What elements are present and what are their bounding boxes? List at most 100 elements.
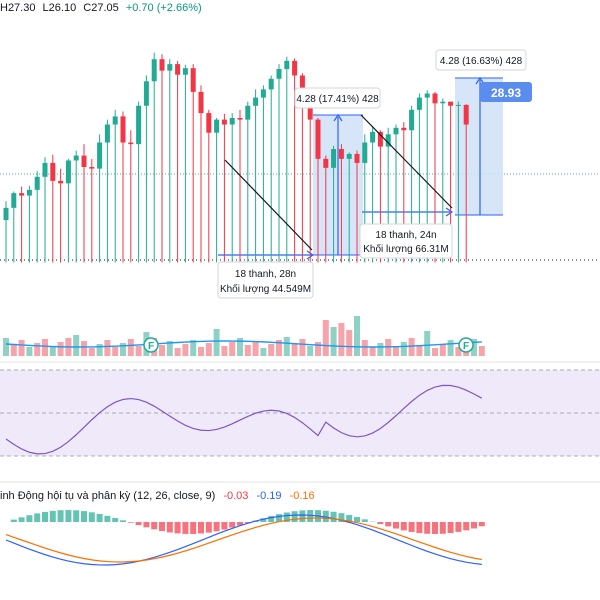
volume-bar	[26, 347, 33, 356]
rsi-pane[interactable]	[0, 361, 600, 457]
macd-hist-bar	[182, 522, 189, 534]
candle-body[interactable]	[385, 134, 391, 147]
candle-body[interactable]	[307, 101, 313, 120]
candle-body[interactable]	[214, 119, 220, 133]
volume-bar	[322, 320, 329, 356]
candle-body[interactable]	[104, 124, 110, 143]
candle-body[interactable]	[120, 116, 126, 143]
candle-body[interactable]	[198, 91, 204, 114]
candle-body[interactable]	[34, 176, 40, 190]
trend-line-1[interactable]	[224, 159, 313, 251]
range-label-2-bars: 18 thanh, 24n	[375, 230, 436, 241]
candle-body[interactable]	[65, 160, 71, 184]
candle-body[interactable]	[315, 119, 321, 159]
macd-hist-bar	[104, 515, 111, 522]
candle-body[interactable]	[229, 118, 235, 125]
candle-body[interactable]	[206, 113, 212, 133]
candle-body[interactable]	[182, 68, 188, 75]
candle-body[interactable]	[190, 68, 196, 92]
volume-bar	[49, 346, 56, 356]
measure-label-2-box	[435, 49, 527, 71]
range-label-1-volume: Khối lượng 44.549M	[220, 283, 311, 295]
candle-body[interactable]	[260, 89, 266, 98]
volume-bar	[229, 342, 236, 356]
macd-hist-bar	[361, 519, 368, 522]
candle-body[interactable]	[440, 101, 446, 104]
financials-badge-label: F	[463, 341, 469, 352]
macd-hist-bar	[213, 522, 220, 532]
financials-badge-icon[interactable]	[458, 337, 474, 353]
candle-body[interactable]	[409, 109, 415, 131]
candle-body[interactable]	[424, 93, 430, 98]
candle-body[interactable]	[73, 155, 79, 161]
volume-bar	[478, 346, 485, 356]
macd-hist-bar	[424, 522, 431, 534]
candle-body[interactable]	[455, 104, 461, 106]
candle-body[interactable]	[89, 167, 95, 169]
volume-bar	[346, 330, 353, 356]
candle-body[interactable]	[253, 97, 259, 106]
low-value: L26.10	[42, 2, 77, 14]
measure-label-1-box	[294, 87, 381, 109]
volume-bar	[330, 327, 337, 356]
candle-body[interactable]	[292, 60, 298, 76]
candle-body[interactable]	[432, 93, 438, 104]
candle-body[interactable]	[377, 131, 383, 147]
candle-body[interactable]	[284, 60, 290, 69]
candle-body[interactable]	[323, 158, 329, 168]
candle-body[interactable]	[128, 142, 134, 145]
candle-body[interactable]	[159, 59, 165, 71]
candle-body[interactable]	[354, 153, 360, 163]
macd-hist-bar	[377, 522, 384, 525]
candle-body[interactable]	[58, 180, 64, 184]
candle-body[interactable]	[97, 142, 103, 169]
volume-bar	[18, 340, 25, 356]
macd-hist-bar	[330, 511, 337, 522]
candle-body[interactable]	[448, 101, 454, 106]
financials-badge-icon[interactable]	[143, 337, 159, 353]
candle-body[interactable]	[362, 142, 368, 163]
candle-body[interactable]	[370, 131, 376, 143]
volume-bar	[205, 343, 212, 356]
candle-body[interactable]	[331, 149, 337, 168]
candle-body[interactable]	[175, 64, 181, 75]
macd-pane[interactable]	[0, 481, 600, 566]
candle-body[interactable]	[50, 162, 56, 181]
candle-body[interactable]	[42, 162, 48, 177]
candle-body[interactable]	[221, 119, 227, 125]
candle-body[interactable]	[26, 189, 32, 196]
volume-bar	[198, 347, 204, 356]
volume-bar	[416, 345, 423, 356]
candle-body[interactable]	[338, 149, 344, 159]
candle-body[interactable]	[276, 69, 282, 79]
candle-body[interactable]	[416, 97, 422, 110]
macd-hist-bar	[120, 520, 126, 522]
candle-body[interactable]	[136, 105, 142, 145]
macd-hist-bar	[159, 522, 165, 532]
price-pane[interactable]: 4.28 (17.41%) 428 4.28 (16.63%) 428 28.9…	[0, 49, 600, 299]
macd-hist-bar	[221, 522, 228, 530]
candle-body[interactable]	[401, 127, 407, 131]
volume-bar	[268, 344, 275, 356]
trend-line-2[interactable]	[360, 114, 453, 209]
candle-body[interactable]	[112, 116, 118, 125]
candle-body[interactable]	[393, 127, 399, 135]
volume-bar	[307, 346, 314, 356]
candle-body[interactable]	[268, 78, 274, 90]
volume-pane[interactable]: F F	[3, 316, 485, 356]
volume-bar	[244, 345, 251, 356]
candle-body[interactable]	[81, 155, 87, 167]
candle-body[interactable]	[463, 104, 469, 125]
candle-body[interactable]	[346, 153, 352, 159]
candle-body[interactable]	[11, 193, 17, 208]
candle-body[interactable]	[245, 105, 251, 120]
candle-body[interactable]	[237, 118, 243, 120]
macd-hist-bar	[307, 510, 314, 522]
candle-body[interactable]	[19, 193, 25, 196]
candle-body[interactable]	[143, 81, 149, 106]
candle-body[interactable]	[151, 59, 157, 82]
candle-body[interactable]	[3, 207, 9, 221]
candles[interactable]	[3, 52, 469, 263]
candle-body[interactable]	[167, 64, 173, 71]
